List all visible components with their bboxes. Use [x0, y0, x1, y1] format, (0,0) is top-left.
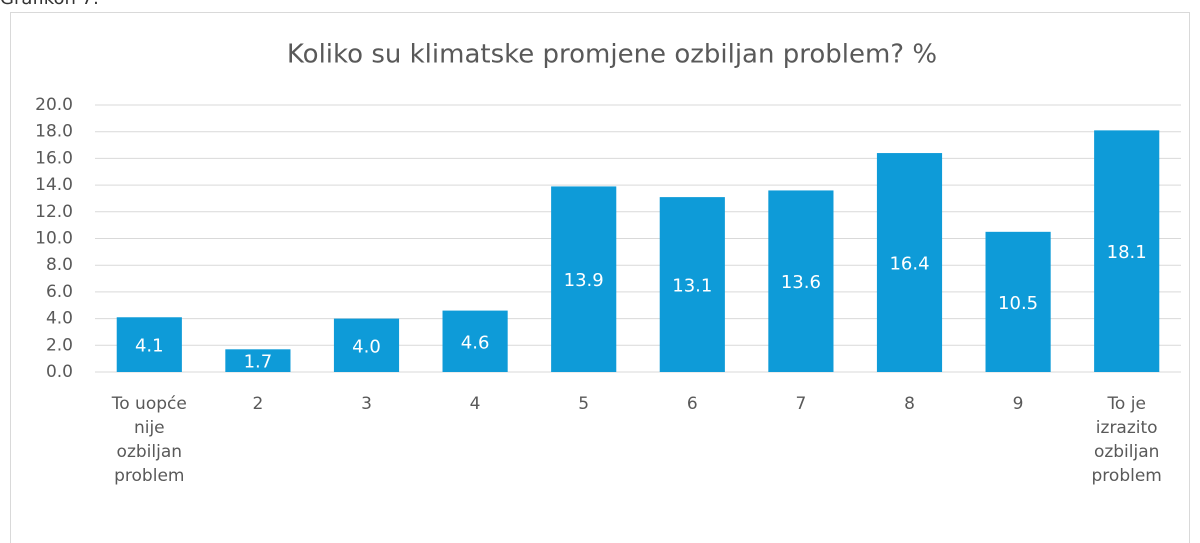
chart-title: Koliko su klimatske promjene ozbiljan pr…	[287, 40, 937, 70]
y-tick-label: 14.0	[35, 175, 73, 195]
bar	[768, 190, 834, 372]
bar	[1094, 130, 1160, 372]
data-label: 13.1	[672, 276, 712, 297]
x-tick-label: To uopće nije ozbiljan problem	[111, 394, 187, 486]
data-label: 13.6	[781, 272, 821, 293]
x-tick-label: To je izrazito ozbiljan problem	[1091, 394, 1162, 486]
x-tick-label: 4	[469, 394, 481, 414]
x-tick-label: 5	[578, 394, 590, 414]
data-label: 4.6	[461, 332, 490, 353]
y-tick-label: 20.0	[35, 95, 73, 115]
x-tick-label: 8	[904, 394, 915, 414]
data-label: 16.4	[889, 254, 929, 275]
bar	[333, 318, 400, 372]
y-tick-label: 16.0	[35, 148, 73, 168]
y-tick-label: 6.0	[46, 282, 73, 302]
x-tick-label: 9	[1012, 394, 1024, 414]
data-label: 13.9	[564, 270, 604, 291]
data-label: 10.5	[998, 293, 1038, 314]
bar	[225, 349, 291, 372]
x-tick-label: 6	[686, 394, 698, 414]
data-label: 4.0	[352, 336, 381, 357]
y-tick-label: 8.0	[46, 255, 73, 275]
bar	[659, 197, 725, 372]
bar	[985, 231, 1051, 372]
x-tick-label: 3	[361, 394, 372, 414]
data-label: 4.1	[135, 336, 164, 357]
y-tick-label: 0.0	[46, 362, 73, 382]
caption: Grafikon 7.	[0, 0, 99, 9]
x-tick-label: 2	[252, 394, 264, 414]
data-label: 18.1	[1107, 242, 1147, 263]
y-tick-label: 10.0	[35, 229, 73, 249]
bar	[116, 317, 182, 372]
y-tick-label: 12.0	[35, 202, 73, 222]
bar	[876, 153, 943, 372]
bar	[551, 186, 617, 372]
bar	[442, 310, 508, 372]
y-tick-label: 18.0	[35, 122, 73, 142]
data-label: 1.7	[244, 352, 273, 373]
y-tick-label: 2.0	[46, 335, 73, 355]
x-tick-label: 7	[795, 394, 807, 414]
y-tick-label: 4.0	[46, 309, 73, 329]
